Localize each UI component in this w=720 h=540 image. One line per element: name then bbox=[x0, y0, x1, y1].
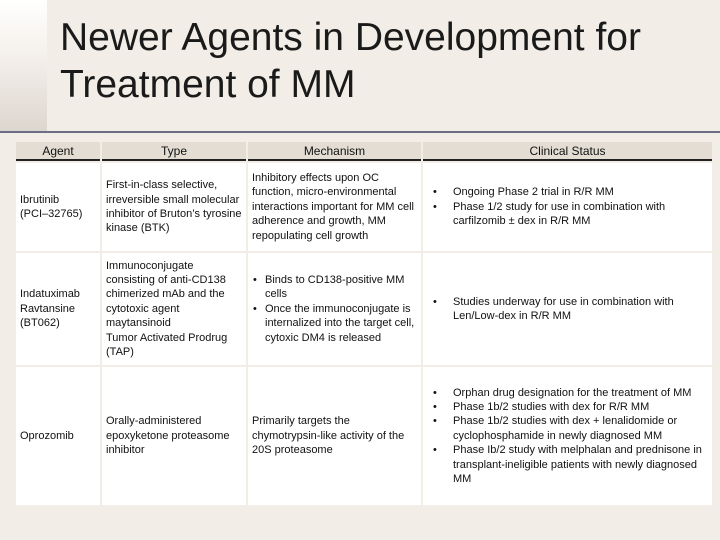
cell-type: Immunoconjugate consisting of anti-CD138… bbox=[102, 253, 246, 365]
cell-agent: Oprozomib bbox=[16, 367, 100, 505]
status-item: Studies underway for use in combination … bbox=[427, 295, 708, 324]
status-list: Orphan drug designation for the treatmen… bbox=[427, 386, 708, 487]
header-type: Type bbox=[102, 142, 246, 161]
slide-title-line-2: Treatment of MM bbox=[60, 63, 356, 106]
cell-mechanism: Primarily targets the chymotrypsin-like … bbox=[248, 367, 421, 505]
status-list: Ongoing Phase 2 trial in R/R MM Phase 1/… bbox=[427, 185, 708, 228]
cell-clinical-status: Orphan drug designation for the treatmen… bbox=[423, 367, 712, 505]
agent-code: (PCI–32765) bbox=[20, 208, 83, 220]
cell-mechanism: Inhibitory effects upon OC function, mic… bbox=[248, 163, 421, 251]
title-underline bbox=[0, 131, 720, 133]
status-item: Ongoing Phase 2 trial in R/R MM bbox=[427, 185, 708, 200]
status-list: Studies underway for use in combination … bbox=[427, 295, 708, 324]
header-agent: Agent bbox=[16, 142, 100, 161]
cell-clinical-status: Studies underway for use in combination … bbox=[423, 253, 712, 365]
type-description: Immunoconjugate consisting of anti-CD138… bbox=[106, 259, 226, 330]
table-row-indatuximab: Indatuximab Ravtansine (BT062) Immunocon… bbox=[16, 253, 712, 365]
mechanism-list: Binds to CD138-positive MM cells Once th… bbox=[252, 273, 417, 345]
mechanism-item: Once the immunoconjugate is internalized… bbox=[252, 302, 417, 345]
slide-title: Newer Agents in Development for Treatmen… bbox=[60, 14, 710, 108]
header-clinical-status: Clinical Status bbox=[423, 142, 712, 161]
status-item: Phase 1/2 study for use in combination w… bbox=[427, 200, 708, 229]
status-item: Phase 1b/2 studies with dex + lenalidomi… bbox=[427, 414, 708, 443]
cell-type: Orally-administered epoxyketone proteaso… bbox=[102, 367, 246, 505]
slide-title-line-1: Newer Agents in Development for bbox=[60, 16, 641, 59]
agent-name: Ibrutinib bbox=[20, 193, 60, 206]
status-item: Orphan drug designation for the treatmen… bbox=[427, 386, 708, 401]
agent-code: (BT062) bbox=[20, 317, 60, 330]
table-row-oprozomib: Oprozomib Orally-administered epoxyketon… bbox=[16, 367, 712, 505]
table-header-row: Agent Type Mechanism Clinical Status bbox=[16, 142, 712, 161]
mechanism-item: Binds to CD138-positive MM cells bbox=[252, 273, 417, 302]
cell-agent: Indatuximab Ravtansine (BT062) bbox=[16, 253, 100, 365]
title-accent-bar bbox=[0, 0, 47, 131]
agents-table: Agent Type Mechanism Clinical Status Ibr… bbox=[14, 140, 714, 507]
agent-name-cont: Ravtansine bbox=[20, 302, 76, 315]
cell-clinical-status: Ongoing Phase 2 trial in R/R MM Phase 1/… bbox=[423, 163, 712, 251]
table-row-ibrutinib: Ibrutinib (PCI–32765) First-in-class sel… bbox=[16, 163, 712, 251]
type-tap: Tumor Activated Prodrug (TAP) bbox=[106, 331, 228, 359]
cell-mechanism: Binds to CD138-positive MM cells Once th… bbox=[248, 253, 421, 365]
cell-type: First-in-class selective, irreversible s… bbox=[102, 163, 246, 251]
status-item: Phase Ib/2 study with melphalan and pred… bbox=[427, 443, 708, 486]
agent-name: Indatuximab bbox=[20, 288, 80, 301]
cell-agent: Ibrutinib (PCI–32765) bbox=[16, 163, 100, 251]
header-mechanism: Mechanism bbox=[248, 142, 421, 161]
status-item: Phase 1b/2 studies with dex for R/R MM bbox=[427, 400, 708, 415]
